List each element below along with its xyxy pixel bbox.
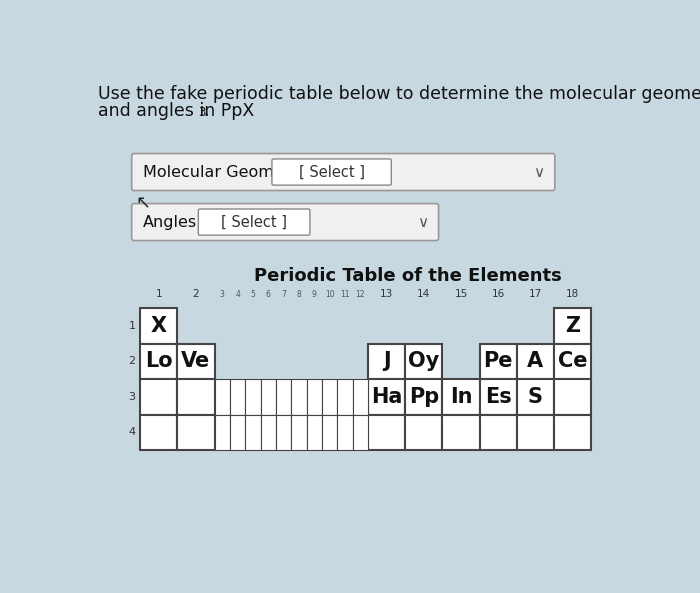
Text: 1: 1 xyxy=(155,289,162,299)
Bar xyxy=(368,415,405,450)
Text: 2: 2 xyxy=(193,289,200,299)
Bar xyxy=(554,308,591,344)
Text: 17: 17 xyxy=(528,289,542,299)
Text: Pp: Pp xyxy=(409,387,439,407)
Text: Use the fake periodic table below to determine the molecular geometry: Use the fake periodic table below to det… xyxy=(98,85,700,103)
Text: ↖: ↖ xyxy=(136,195,150,212)
Bar xyxy=(245,415,260,450)
Bar xyxy=(517,344,554,379)
Text: 18: 18 xyxy=(566,289,580,299)
Bar xyxy=(517,379,554,415)
Text: 9: 9 xyxy=(312,290,317,299)
Text: 7: 7 xyxy=(281,290,286,299)
Text: [ Select ]: [ Select ] xyxy=(299,164,365,180)
Text: 5: 5 xyxy=(251,290,256,299)
Text: 2: 2 xyxy=(128,356,136,366)
Bar xyxy=(442,379,480,415)
Bar xyxy=(177,344,215,379)
Text: Lo: Lo xyxy=(145,352,173,371)
Bar xyxy=(554,415,591,450)
Bar xyxy=(140,308,177,344)
Text: 12: 12 xyxy=(356,290,365,299)
Bar xyxy=(405,379,442,415)
Text: Molecular Geometry:: Molecular Geometry: xyxy=(144,164,311,180)
FancyBboxPatch shape xyxy=(198,209,310,235)
Bar xyxy=(554,379,591,415)
Text: 6: 6 xyxy=(266,290,271,299)
Text: 3: 3 xyxy=(129,392,136,402)
Text: 4: 4 xyxy=(128,428,136,437)
Text: Oy: Oy xyxy=(408,352,440,371)
Bar xyxy=(322,415,337,450)
Bar xyxy=(260,379,276,415)
Text: 16: 16 xyxy=(491,289,505,299)
Bar xyxy=(260,415,276,450)
Text: 13: 13 xyxy=(380,289,393,299)
Text: 1: 1 xyxy=(129,321,136,331)
Bar xyxy=(517,415,554,450)
Text: Periodic Table of the Elements: Periodic Table of the Elements xyxy=(254,267,562,285)
FancyBboxPatch shape xyxy=(272,159,391,185)
Bar xyxy=(353,415,368,450)
Bar xyxy=(291,415,307,450)
Text: 14: 14 xyxy=(417,289,430,299)
Bar xyxy=(442,415,480,450)
Text: In: In xyxy=(450,387,473,407)
Bar xyxy=(480,379,517,415)
Bar xyxy=(368,379,405,415)
Text: 10: 10 xyxy=(325,290,335,299)
Bar xyxy=(480,415,517,450)
Text: Ha: Ha xyxy=(371,387,402,407)
Bar xyxy=(337,415,353,450)
Bar xyxy=(230,415,245,450)
Bar xyxy=(276,379,291,415)
Text: 4: 4 xyxy=(235,290,240,299)
Text: A: A xyxy=(527,352,543,371)
Bar xyxy=(368,344,405,379)
Bar xyxy=(554,344,591,379)
Bar xyxy=(405,344,442,379)
Bar xyxy=(215,379,230,415)
Text: Z: Z xyxy=(565,316,580,336)
Bar xyxy=(307,415,322,450)
Bar xyxy=(307,379,322,415)
Text: 3: 3 xyxy=(198,106,205,119)
Bar xyxy=(245,379,260,415)
Bar xyxy=(177,379,215,415)
Text: X: X xyxy=(150,316,167,336)
Bar xyxy=(177,415,215,450)
Text: S: S xyxy=(528,387,543,407)
Text: and angles in PpX: and angles in PpX xyxy=(98,102,255,120)
Bar xyxy=(405,415,442,450)
Text: J: J xyxy=(383,352,391,371)
Bar xyxy=(353,379,368,415)
Text: 11: 11 xyxy=(340,290,350,299)
Bar xyxy=(480,344,517,379)
Text: Es: Es xyxy=(485,387,512,407)
Text: Ce: Ce xyxy=(558,352,587,371)
Text: 15: 15 xyxy=(454,289,468,299)
Bar xyxy=(140,344,177,379)
FancyBboxPatch shape xyxy=(132,203,439,241)
Text: 8: 8 xyxy=(297,290,302,299)
Text: 3: 3 xyxy=(220,290,225,299)
Bar xyxy=(140,379,177,415)
Bar xyxy=(322,379,337,415)
Text: Pe: Pe xyxy=(484,352,513,371)
Text: Ve: Ve xyxy=(181,352,211,371)
Bar xyxy=(337,379,353,415)
FancyBboxPatch shape xyxy=(132,154,555,190)
Bar xyxy=(140,415,177,450)
Bar xyxy=(291,379,307,415)
Text: Angles:: Angles: xyxy=(144,215,203,229)
Bar xyxy=(230,379,245,415)
Text: .: . xyxy=(203,102,209,120)
Bar xyxy=(276,415,291,450)
Text: [ Select ]: [ Select ] xyxy=(221,215,287,229)
Text: ∨: ∨ xyxy=(416,215,428,229)
Bar xyxy=(215,415,230,450)
Text: ∨: ∨ xyxy=(533,164,544,180)
